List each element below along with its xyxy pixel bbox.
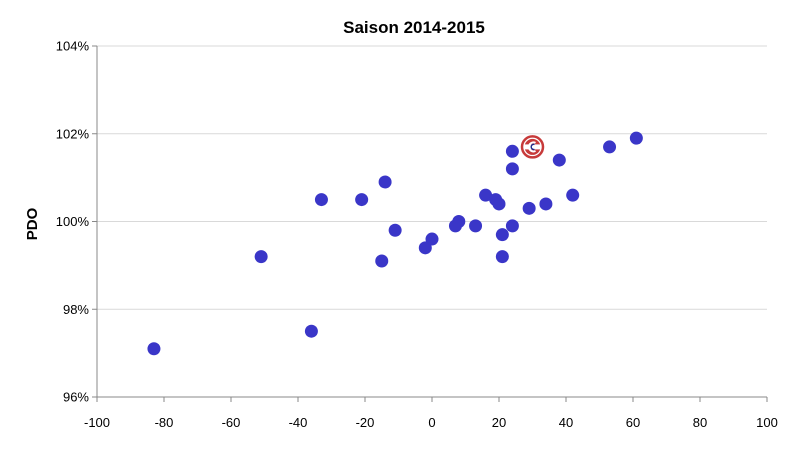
data-point xyxy=(566,188,580,202)
x-tick-label: -60 xyxy=(222,415,241,430)
data-point xyxy=(254,250,268,264)
axes xyxy=(92,45,768,402)
data-point xyxy=(505,144,519,158)
data-point xyxy=(495,250,509,264)
x-tick-label: -100 xyxy=(84,415,110,430)
data-point xyxy=(147,342,161,356)
data-point xyxy=(388,223,402,237)
data-point xyxy=(425,232,439,246)
x-tick-label: 0 xyxy=(428,415,435,430)
x-tick-label: -40 xyxy=(289,415,308,430)
highlight-band xyxy=(524,144,541,150)
x-tick-label: 60 xyxy=(626,415,640,430)
canadiens-logo-icon xyxy=(520,135,545,159)
data-point xyxy=(629,131,643,145)
data-point xyxy=(304,324,318,338)
x-tick-label: 20 xyxy=(492,415,506,430)
data-point xyxy=(418,241,432,255)
data-point xyxy=(469,219,483,233)
highlight-c-mark xyxy=(528,141,536,153)
data-point xyxy=(452,215,466,228)
data-point xyxy=(314,193,328,207)
y-axis-label: PDO xyxy=(24,207,41,240)
data-point xyxy=(375,254,389,268)
data-point xyxy=(479,188,493,202)
y-tick-label: 96% xyxy=(63,390,89,405)
x-tick-label: 100 xyxy=(756,415,778,430)
tick-labels: 96% 98% 100% 102% 104% -100 -80 -60 -40 -20 0 20 40 6… xyxy=(56,39,778,431)
highlight-h-mark xyxy=(530,143,535,151)
data-point xyxy=(355,193,369,207)
x-tick-label: -20 xyxy=(356,415,375,430)
y-tick-label: 102% xyxy=(56,126,90,141)
data-point xyxy=(378,175,392,189)
data-point xyxy=(492,197,506,211)
data-point xyxy=(505,162,519,176)
x-tick-label: 40 xyxy=(559,415,573,430)
data-point xyxy=(552,153,566,167)
data-point xyxy=(495,228,509,242)
y-tick-label: 98% xyxy=(63,302,89,317)
data-point xyxy=(522,201,536,215)
data-point xyxy=(539,197,553,211)
x-tick-label: -80 xyxy=(155,415,174,430)
y-tick-label: 104% xyxy=(56,39,90,54)
x-tick-label: 80 xyxy=(693,415,707,430)
y-tick-label: 100% xyxy=(56,214,90,229)
chart-title: Saison 2014-2015 xyxy=(343,18,485,37)
data-point xyxy=(603,140,617,154)
data-point xyxy=(505,219,519,233)
data-points xyxy=(147,131,643,356)
grid-lines xyxy=(97,45,767,310)
